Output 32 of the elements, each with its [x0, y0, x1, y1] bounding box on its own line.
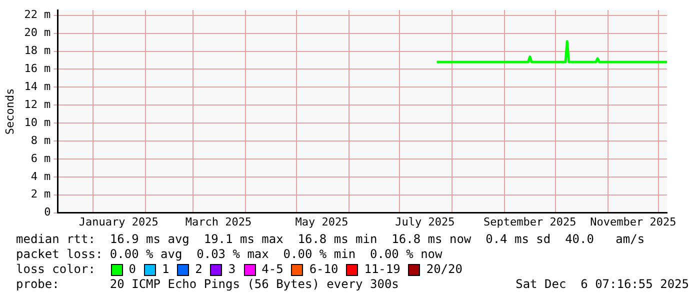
legend-label: 6-10 [309, 262, 338, 277]
y-tick-label: 20 m [24, 26, 52, 40]
x-tick-label: September 2025 [484, 215, 576, 228]
x-tick-label: November 2025 [590, 215, 676, 228]
text: probe: 20 ICMP Echo Pings (56 Bytes) every 300s [16, 277, 399, 292]
y-tick-label: 0 [44, 206, 51, 219]
y-tick-label: 4 m [30, 170, 52, 183]
text: packet loss: 0.00 % avg 0.03 % max 0.00 % min 0.00 % now [16, 247, 444, 262]
y-tick-label: 8 m [30, 134, 52, 147]
legend-label: 11-19 [364, 262, 400, 277]
legend-label: 3 [228, 262, 236, 277]
x-tick-label: January 2025 [78, 215, 158, 228]
legend-title: loss color: [16, 262, 96, 277]
y-tick-label: 18 m [24, 44, 52, 58]
y-tick-label: 6 m [30, 152, 52, 165]
y-tick-label: 14 m [24, 80, 52, 94]
y-tick-label: 10 m [24, 116, 52, 129]
legend-label: 0 [128, 262, 136, 277]
text: median rtt: 16.9 ms avg 19.1 ms max 16.8 ms min 16.8 ms now 0.4 ms sd 40.0 am/s [16, 232, 646, 247]
x-tick-label: May 2025 [295, 215, 348, 228]
legend-label: 4-5 [262, 262, 284, 277]
legend-label: 2 [195, 262, 202, 277]
y-axis-title: Seconds [3, 88, 16, 135]
y-tick-label: 2 m [30, 188, 52, 201]
x-tick-label: July 2025 [395, 215, 455, 228]
y-tick-label: 12 m [24, 98, 52, 111]
x-tick-label: March 2025 [185, 215, 252, 228]
text: Sat Dec 6 07:16:55 2025 [516, 277, 689, 292]
y-tick-label: 16 m [24, 62, 52, 76]
y-tick-label: 22 m [24, 8, 52, 22]
legend-label: 1 [162, 262, 170, 277]
legend-label: 20/20 [426, 262, 462, 277]
